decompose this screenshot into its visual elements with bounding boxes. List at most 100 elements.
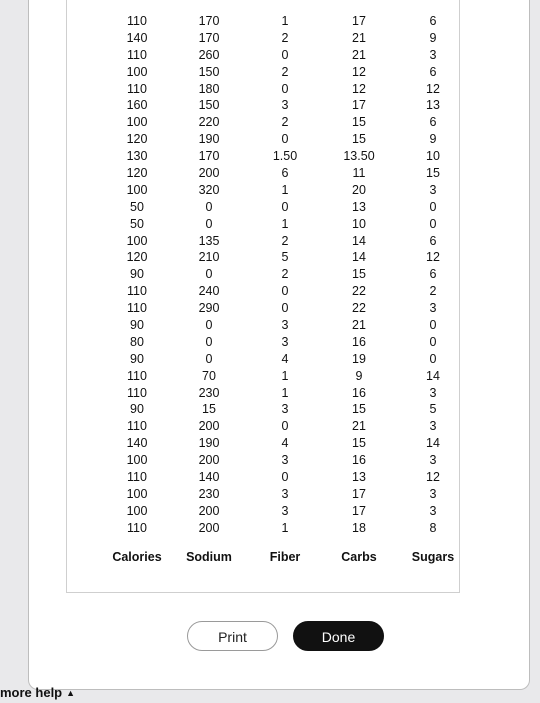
table-cell: 130	[126, 149, 148, 164]
table-cell: 10	[426, 149, 440, 164]
table-cell: 17	[352, 503, 366, 518]
table-cell: 200	[198, 419, 220, 434]
table-cell: 1	[281, 368, 289, 383]
table-cell: 0	[205, 318, 213, 333]
table-cell: 21	[352, 419, 366, 434]
table-cell: 110	[127, 385, 147, 400]
table-cell: 3	[429, 301, 437, 316]
print-button[interactable]: Print	[187, 621, 278, 651]
table-cell: 110	[127, 470, 147, 485]
table-cell: 2	[281, 30, 289, 45]
table-cell: 160	[126, 98, 148, 113]
table-cell: 200	[198, 520, 220, 535]
table-cell: 14	[352, 233, 366, 248]
table-cell: 110	[127, 301, 147, 316]
table-cell: 230	[198, 385, 220, 400]
table-cell: 290	[198, 301, 220, 316]
table-cell: 2	[281, 64, 289, 79]
table-cell: 135	[198, 233, 220, 248]
table-cell: 210	[198, 250, 220, 265]
table-cell: 120	[126, 250, 148, 265]
table-cell: 22	[352, 301, 366, 316]
table-cell: 110	[127, 14, 147, 28]
table-cell: 15	[202, 402, 216, 417]
table-cell: 8	[429, 520, 437, 535]
table-cell: 140	[198, 470, 220, 485]
table-cell: 320	[198, 182, 220, 197]
table-cell: 0	[281, 47, 289, 62]
table-cell: 11	[352, 166, 366, 181]
table-cell: 16	[352, 334, 366, 349]
table-cell: 6	[429, 267, 437, 282]
calories-column: 110 140 110 100 110 160 100 120 130 120 100 50 50 100…	[107, 13, 167, 537]
table-cell: 13.50	[343, 149, 375, 164]
table-cell: 3	[281, 318, 289, 333]
carbs-column: 17 21 21 12 12 17 15 15 13.50 11 20 13 10 14 14 15 22 22 2…	[329, 13, 389, 537]
table-cell: 15	[426, 166, 440, 181]
table-cell: 13	[426, 98, 440, 113]
table-cell: 140	[126, 436, 148, 451]
table-cell: 2	[281, 115, 289, 130]
data-dialog: 110 140 110 100 110 160 100 120 130 120 100 50 50 100…	[28, 0, 530, 690]
table-cell: 15	[352, 436, 366, 451]
table-cell: 90	[130, 402, 144, 417]
table-cell: 170	[198, 30, 220, 45]
table-cell: 10	[352, 216, 366, 231]
header-fiber: Fiber	[269, 550, 301, 564]
table-cell: 80	[130, 334, 144, 349]
table-cell: 3	[429, 503, 437, 518]
table-cell: 0	[205, 334, 213, 349]
table-cell: 90	[130, 318, 144, 333]
table-cell: 0	[281, 284, 289, 299]
table-cell: 0	[281, 301, 289, 316]
table-cell: 70	[202, 368, 216, 383]
table-cell: 200	[198, 503, 220, 518]
table-cell: 0	[429, 351, 437, 366]
table-cell: 110	[127, 81, 147, 96]
table-cell: 1	[281, 520, 289, 535]
table-cell: 5	[281, 250, 289, 265]
header-sugars: Sugars	[411, 550, 455, 564]
done-button[interactable]: Done	[293, 621, 384, 651]
table-cell: 9	[429, 30, 437, 45]
table-cell: 0	[429, 199, 437, 214]
table-cell: 190	[198, 436, 220, 451]
table-cell: 20	[352, 182, 366, 197]
table-cell: 2	[429, 284, 437, 299]
table-cell: 13	[352, 199, 366, 214]
more-help-link[interactable]: more help ▲	[0, 683, 160, 703]
table-cell: 14	[426, 368, 440, 383]
table-cell: 12	[426, 470, 440, 485]
table-cell: 1.50	[272, 149, 298, 164]
table-cell: 3	[429, 486, 437, 501]
table-cell: 17	[352, 98, 366, 113]
table-cell: 4	[281, 351, 289, 366]
table-cell: 1	[281, 216, 289, 231]
table-cell: 15	[352, 115, 366, 130]
table-cell: 3	[429, 453, 437, 468]
table-cell: 0	[429, 318, 437, 333]
table-cell: 3	[429, 182, 437, 197]
table-cell: 0	[281, 419, 289, 434]
table-cell: 50	[130, 216, 144, 231]
table-cell: 15	[352, 402, 366, 417]
table-cell: 17	[352, 486, 366, 501]
table-cell: 90	[130, 351, 144, 366]
table-cell: 200	[198, 453, 220, 468]
table-cell: 0	[205, 216, 213, 231]
table-cell: 19	[352, 351, 366, 366]
table-cell: 0	[205, 267, 213, 282]
table-cell: 120	[126, 132, 148, 147]
table-cell: 150	[198, 64, 220, 79]
table-cell: 100	[126, 486, 148, 501]
table-cell: 0	[205, 199, 213, 214]
table-cell: 140	[126, 30, 148, 45]
table-cell: 16	[352, 385, 366, 400]
table-cell: 110	[127, 47, 147, 62]
table-cell: 3	[281, 503, 289, 518]
table-cell: 100	[126, 115, 148, 130]
sugars-column: 6 9 3 6 12 13 6 9 10 15 3 0 0 6 12 6 2 3 0 0 0 14 3 5 3 14 3 12 3 3 8	[403, 13, 463, 537]
table-cell: 1	[281, 385, 289, 400]
table-cell: 2	[281, 233, 289, 248]
table-cell: 12	[426, 250, 440, 265]
